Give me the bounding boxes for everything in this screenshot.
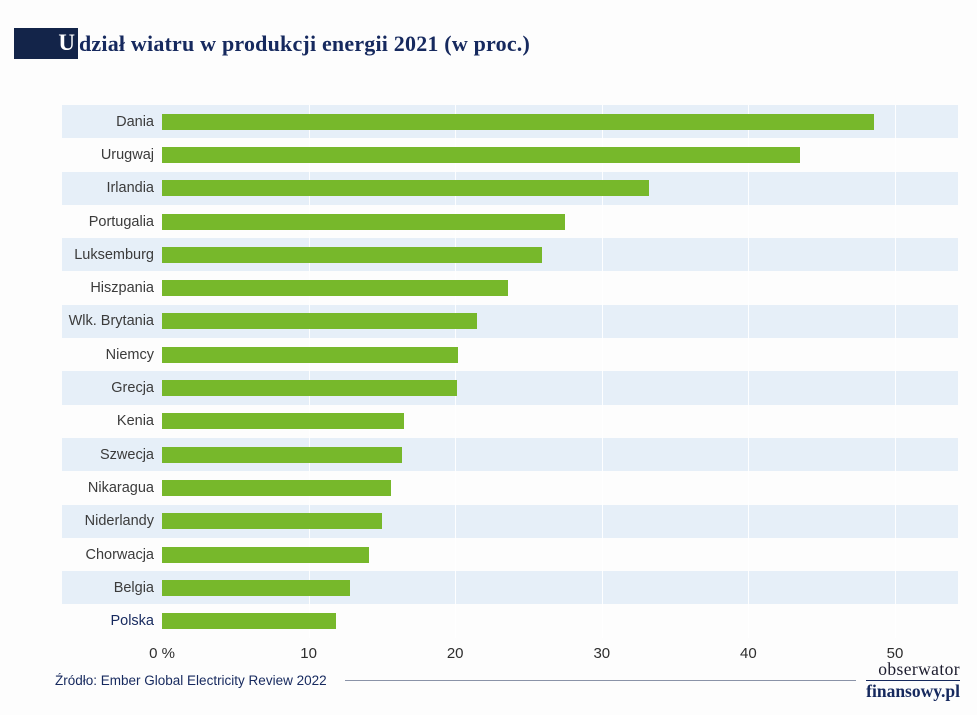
- bar-track: [162, 271, 895, 304]
- bar-track: [162, 305, 895, 338]
- x-tick-label: 10: [300, 644, 317, 662]
- bar-track: [162, 405, 895, 438]
- chart-row: Szwecja: [62, 437, 958, 472]
- category-label: Niderlandy: [84, 513, 154, 530]
- chart-row: Luksemburg: [62, 238, 958, 272]
- logo-line1: obserwator: [878, 659, 960, 680]
- bar-track: [162, 238, 895, 271]
- chart-rows: Dania Urugwaj Irlandia Portugalia Luksemburg…: [62, 105, 958, 638]
- bar: [162, 146, 800, 163]
- category-label: Niemcy: [105, 346, 154, 363]
- bar: [162, 313, 478, 330]
- bar: [162, 613, 337, 630]
- title-initial-badge: U: [14, 28, 78, 59]
- x-tick-label: 30: [593, 644, 611, 662]
- bar-track: [162, 438, 895, 471]
- category-label: Nikaragua: [87, 479, 154, 496]
- bar: [162, 513, 382, 530]
- chart-row: Grecja: [62, 371, 958, 405]
- category-label: Grecja: [111, 380, 154, 397]
- category-label: Chorwacja: [85, 546, 155, 563]
- bar-track: [162, 471, 895, 504]
- bar-track: [162, 604, 895, 637]
- bar: [162, 579, 350, 596]
- bar-track: [162, 338, 895, 371]
- bar-track: [162, 371, 895, 404]
- bar: [162, 380, 457, 397]
- bar-track: [162, 505, 895, 538]
- header: U dział wiatru w produkcji energii 2021 …: [0, 0, 977, 59]
- bar: [162, 413, 404, 430]
- bar: [162, 246, 542, 263]
- bar: [162, 479, 391, 496]
- page-title: dział wiatru w produkcji energii 2021 (w…: [79, 30, 531, 56]
- category-label: Polska: [110, 613, 154, 630]
- chart-row: Portugalia: [62, 205, 958, 238]
- category-label: Irlandia: [106, 180, 154, 197]
- logo-line2: finansowy.pl: [866, 680, 960, 702]
- category-label: Wlk. Brytania: [68, 313, 154, 330]
- category-label: Luksemburg: [74, 246, 154, 263]
- chart-row: Niderlandy: [62, 504, 958, 538]
- title-block: U dział wiatru w produkcji energii 2021 …: [14, 28, 977, 59]
- bar: [162, 546, 369, 563]
- x-axis: 0 % 10 20 30 40 50: [149, 638, 903, 666]
- chart-row: Irlandia: [62, 171, 958, 205]
- bar-track: [162, 205, 895, 238]
- source-text: Źródło: Ember Global Electricity Review …: [55, 673, 327, 689]
- category-label: Szwecja: [100, 446, 154, 463]
- x-tick-label: 20: [446, 644, 464, 662]
- bar: [162, 213, 566, 230]
- category-label: Portugalia: [88, 213, 154, 230]
- bar-track: [162, 571, 895, 604]
- divider-line: [344, 680, 857, 682]
- x-tick-label: 0 %: [149, 644, 175, 662]
- bar: [162, 180, 649, 197]
- bar-chart: Dania Urugwaj Irlandia Portugalia Luksemburg…: [62, 105, 958, 666]
- category-label: Dania: [116, 113, 154, 130]
- bar-track: [162, 138, 895, 171]
- chart-row: Niemcy: [62, 338, 958, 371]
- chart-row: Wlk. Brytania: [62, 304, 958, 339]
- chart-row: Urugwaj: [62, 138, 958, 171]
- bar: [162, 280, 508, 297]
- category-label: Hiszpania: [90, 280, 154, 297]
- chart-row: Chorwacja: [62, 538, 958, 571]
- chart-row: Belgia: [62, 571, 958, 605]
- chart-row: Dania: [62, 105, 958, 139]
- chart-row: Kenia: [62, 405, 958, 438]
- bar: [162, 346, 459, 363]
- footer: Źródło: Ember Global Electricity Review …: [55, 660, 960, 701]
- category-label: Kenia: [116, 413, 154, 430]
- bar: [162, 113, 875, 130]
- x-tick-label: 50: [886, 644, 904, 662]
- bar-track: [162, 538, 895, 571]
- chart-row: Polska: [62, 604, 958, 637]
- category-label: Belgia: [113, 579, 154, 596]
- x-tick-label: 40: [740, 644, 757, 662]
- bar-track: [162, 105, 895, 138]
- bar: [162, 446, 403, 463]
- chart-row: Nikaragua: [62, 471, 958, 504]
- chart-row: Hiszpania: [62, 271, 958, 304]
- bar-track: [162, 172, 895, 205]
- logo: obserwator finansowy.pl: [866, 660, 960, 701]
- category-label: Urugwaj: [100, 146, 154, 163]
